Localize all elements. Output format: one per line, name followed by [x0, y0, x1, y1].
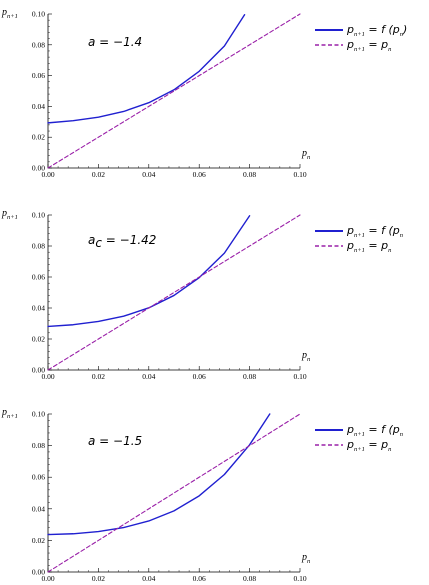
legend: pn+1​ = f (pn​pn+1​ = pn​ [315, 224, 403, 254]
x-tick-label: 0.00 [41, 170, 54, 179]
x-tick-label: 0.10 [293, 372, 306, 381]
legend-label: pn+1​ = f (pn​ [346, 224, 403, 239]
x-tick-label: 0.06 [193, 372, 206, 381]
x-tick-label: 0.04 [142, 170, 155, 179]
y-tick-label: 0.04 [32, 304, 45, 313]
x-tick-label: 0.06 [193, 574, 206, 583]
y-axis-label: pn+1​ [1, 7, 18, 20]
parameter-label: ac​ = −1.42 [88, 233, 156, 250]
x-tick-label: 0.10 [293, 574, 306, 583]
x-tick-label: 0.04 [142, 574, 155, 583]
chart-panel-1: 0.00 0.02 0.04 0.06 0.08 0.10 0.00 0.02 0.04 0.06… [1, 7, 407, 179]
x-tick-label: 0.02 [92, 170, 105, 179]
y-tick-label: 0.08 [32, 242, 45, 251]
y-tick-label: 0.06 [32, 273, 45, 282]
x-tick-label: 0.08 [243, 372, 256, 381]
y-tick-label: 0.02 [32, 133, 45, 142]
legend-label: pn+1​ = pn​ [346, 239, 391, 254]
chart-panel-3: 0.00 0.02 0.04 0.06 0.08 0.10 0.00 0.02 0.04 0.06… [1, 407, 403, 583]
x-axis-label: pn​ [301, 552, 310, 565]
legend: pn+1​ = f (pn​pn+1​ = pn​ [315, 423, 403, 453]
chart-panel-2: 0.00 0.02 0.04 0.06 0.08 0.10 0.00 0.02 0.04 0.06… [1, 208, 403, 381]
y-tick-label: 0.00 [32, 366, 45, 375]
legend-label: pn+1​ = f (pn​ [346, 423, 403, 438]
x-tick-label: 0.08 [243, 170, 256, 179]
x-tick-label: 0.04 [142, 372, 155, 381]
y-tick-label: 0.00 [32, 164, 45, 173]
y-tick-label: 0.08 [32, 40, 45, 49]
y-tick-label: 0.10 [32, 211, 45, 220]
x-tick-label: 0.00 [41, 372, 54, 381]
map-curve [47, 14, 246, 124]
x-tick-label: 0.02 [92, 372, 105, 381]
y-tick-label: 0.06 [32, 473, 45, 482]
y-tick-label: 0.10 [32, 10, 45, 19]
identity-line [47, 13, 301, 169]
x-tick-label: 0.00 [41, 574, 54, 583]
legend-label: pn+1​ = pn​ [346, 38, 391, 53]
parameter-label: a = −1.5 [88, 434, 142, 448]
y-tick-label: 0.04 [32, 102, 45, 111]
map-curve [47, 413, 271, 536]
x-tick-label: 0.08 [243, 574, 256, 583]
y-tick-label: 0.04 [32, 504, 45, 513]
parameter-label: a = −1.4 [88, 35, 142, 49]
legend-label: pn+1​ = pn​ [346, 438, 391, 453]
y-tick-label: 0.06 [32, 71, 45, 80]
y-tick-label: 0.10 [32, 410, 45, 419]
identity-line [47, 413, 301, 573]
y-axis-label: pn+1​ [1, 208, 18, 221]
y-tick-label: 0.02 [32, 536, 45, 545]
y-axis-label: pn+1​ [1, 407, 18, 420]
y-tick-label: 0.08 [32, 441, 45, 450]
x-tick-label: 0.02 [92, 574, 105, 583]
legend: pn+1​ = f (pn​)pn+1​ = pn​ [315, 23, 407, 53]
x-tick-label: 0.06 [193, 170, 206, 179]
x-axis-label: pn​ [301, 350, 310, 363]
legend-label: pn+1​ = f (pn​) [346, 23, 407, 38]
y-tick-label: 0.00 [32, 568, 45, 577]
x-axis-label: pn​ [301, 148, 310, 161]
identity-line [47, 214, 301, 371]
x-tick-label: 0.10 [293, 170, 306, 179]
y-tick-label: 0.02 [32, 335, 45, 344]
